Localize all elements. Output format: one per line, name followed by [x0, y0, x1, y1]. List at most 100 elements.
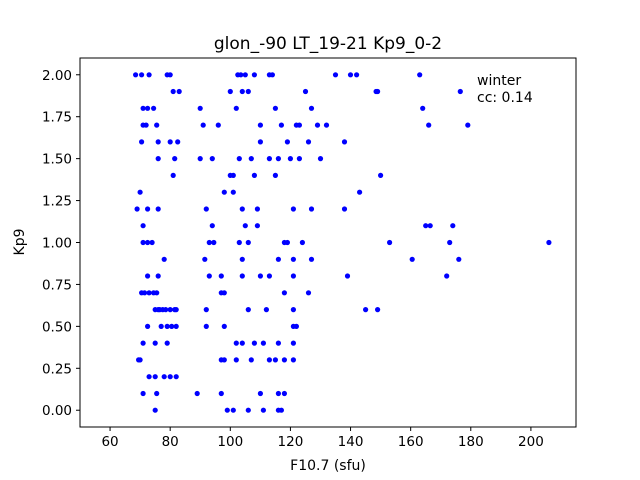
x-tick-label: 160 — [398, 434, 424, 450]
data-point — [296, 156, 302, 162]
data-point — [305, 290, 312, 296]
data-point — [275, 340, 281, 346]
data-point — [146, 72, 152, 78]
data-point — [245, 88, 251, 95]
y-tick-label: 0.50 — [42, 319, 72, 335]
data-point — [170, 88, 176, 95]
data-point — [260, 340, 266, 346]
data-point — [239, 340, 245, 346]
data-point — [254, 206, 260, 212]
data-point — [197, 156, 203, 162]
data-point — [465, 122, 471, 128]
data-point — [299, 239, 305, 246]
chart-title: glon_-90 LT_19-21 Kp9_0-2 — [214, 34, 442, 54]
data-point — [287, 156, 293, 162]
data-point — [378, 172, 384, 178]
x-tick-label: 60 — [101, 434, 118, 450]
data-point — [242, 72, 248, 78]
data-point — [290, 357, 296, 363]
data-point — [266, 273, 272, 279]
data-point — [140, 105, 146, 111]
data-point — [161, 374, 167, 380]
data-point — [387, 239, 393, 246]
y-tick-label: 1.25 — [42, 194, 72, 210]
data-point — [354, 72, 360, 78]
data-point — [221, 290, 227, 296]
data-point — [284, 139, 290, 145]
data-point — [142, 290, 148, 296]
data-point — [427, 223, 433, 229]
data-point — [272, 357, 278, 363]
data-point — [314, 122, 321, 128]
data-point — [444, 273, 450, 279]
data-point — [209, 223, 215, 229]
data-point — [257, 390, 263, 397]
data-point — [151, 105, 157, 111]
data-point — [457, 88, 463, 95]
data-point — [275, 156, 281, 162]
data-point — [251, 340, 257, 346]
data-point — [145, 105, 151, 111]
data-point — [341, 206, 348, 212]
data-point — [209, 156, 215, 162]
data-point — [173, 374, 179, 380]
annotation-cc: cc: 0.14 — [477, 90, 533, 106]
data-point — [275, 390, 281, 397]
data-point — [546, 239, 552, 246]
data-point — [149, 239, 155, 246]
data-point — [332, 72, 339, 78]
data-point — [137, 357, 143, 363]
data-point — [245, 307, 251, 313]
data-point — [172, 156, 178, 162]
data-point — [137, 189, 143, 195]
data-point — [233, 357, 239, 363]
y-axis-label: Kp9 — [12, 229, 28, 256]
data-point — [203, 206, 209, 212]
data-point — [423, 223, 429, 229]
data-point — [221, 357, 227, 363]
data-point — [290, 273, 296, 279]
data-point — [293, 323, 299, 329]
data-point — [230, 189, 236, 195]
data-point — [417, 72, 423, 78]
data-point — [167, 139, 173, 145]
data-point — [302, 88, 309, 95]
data-point — [375, 88, 381, 95]
data-point — [308, 105, 315, 111]
data-point — [272, 105, 278, 111]
data-point — [155, 156, 161, 162]
x-tick-label: 80 — [162, 434, 179, 450]
data-point — [203, 307, 209, 313]
data-point — [290, 307, 296, 313]
data-point — [218, 273, 224, 279]
data-point — [308, 256, 315, 262]
data-point — [202, 256, 208, 262]
data-point — [194, 390, 200, 397]
data-point — [245, 239, 251, 246]
data-point — [409, 256, 415, 262]
data-point — [143, 122, 149, 128]
data-point — [257, 122, 263, 128]
data-point — [263, 307, 269, 313]
x-axis-label: F10.7 (sfu) — [290, 458, 366, 474]
data-point — [266, 357, 272, 363]
data-point — [170, 172, 176, 178]
data-point — [154, 290, 160, 296]
data-point — [284, 239, 290, 246]
data-point — [456, 256, 462, 262]
data-point — [251, 172, 257, 178]
data-point — [254, 223, 260, 229]
data-point — [278, 407, 284, 413]
data-point — [242, 223, 248, 229]
data-point — [221, 323, 227, 329]
x-tick-label: 200 — [518, 434, 544, 450]
data-point — [167, 72, 173, 78]
data-point — [248, 156, 254, 162]
annotation-season: winter — [477, 73, 521, 89]
data-point — [200, 122, 206, 128]
data-point — [257, 139, 263, 145]
data-point — [305, 139, 312, 145]
data-point — [341, 139, 348, 145]
data-point — [290, 206, 296, 212]
data-point — [447, 239, 453, 246]
